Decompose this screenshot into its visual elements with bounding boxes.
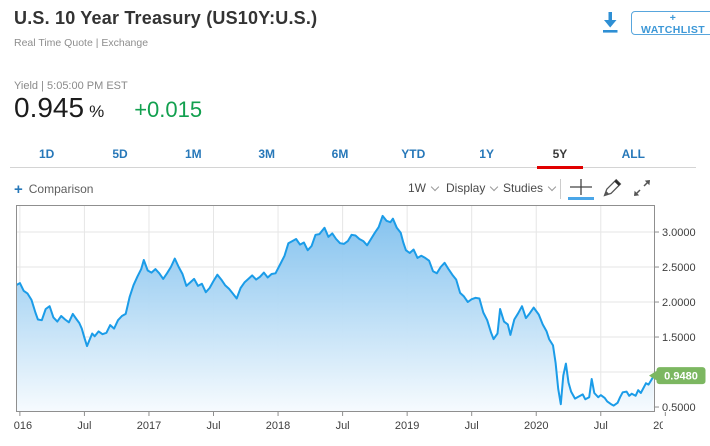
tab-3m[interactable]: 3M <box>258 147 275 161</box>
download-icon <box>603 12 618 33</box>
plus-icon: + <box>14 181 23 198</box>
tab-6m[interactable]: 6M <box>331 147 349 161</box>
price-chart[interactable]: 0.50001.00001.50002.00002.50003.00002016… <box>0 205 710 446</box>
svg-text:Jul: Jul <box>594 420 608 432</box>
tab-1m[interactable]: 1M <box>184 147 202 161</box>
svg-text:0.9480: 0.9480 <box>664 371 698 383</box>
pencil-icon <box>603 178 622 197</box>
studies-dropdown[interactable]: Studies <box>503 181 557 195</box>
tab-all[interactable]: ALL <box>621 147 645 161</box>
comparison-button[interactable]: + Comparison <box>14 181 94 198</box>
svg-text:2019: 2019 <box>395 420 419 432</box>
svg-text:2.5000: 2.5000 <box>662 262 696 274</box>
expand-icon <box>634 180 650 196</box>
svg-text:2017: 2017 <box>137 420 161 432</box>
page-title: U.S. 10 Year Treasury (US10Y:U.S.) <box>14 8 318 28</box>
crosshair-tool-button[interactable] <box>568 178 594 200</box>
svg-text:2018: 2018 <box>266 420 290 432</box>
display-dropdown[interactable]: Display <box>446 181 499 195</box>
tab-5y[interactable]: 5Y <box>523 146 596 167</box>
quote-source-label: Real Time Quote | Exchange <box>14 37 149 49</box>
draw-tool-button[interactable] <box>602 178 623 200</box>
quote-price-row: 0.945 % +0.015 <box>14 92 202 124</box>
fullscreen-button[interactable] <box>632 178 652 200</box>
last-value-badge: 0.9480 <box>649 367 706 385</box>
svg-text:2.0000: 2.0000 <box>662 297 696 309</box>
svg-text:3.0000: 3.0000 <box>662 227 696 239</box>
svg-text:2020: 2020 <box>524 420 548 432</box>
quote-meta: Yield | 5:05:00 PM EST <box>14 80 128 92</box>
export-button[interactable] <box>598 10 622 36</box>
yield-unit: % <box>89 102 105 121</box>
toolbar-divider <box>560 179 561 199</box>
svg-text:Jul: Jul <box>77 420 91 432</box>
svg-text:2021: 2021 <box>653 420 677 432</box>
tab-1y[interactable]: 1Y <box>479 147 494 161</box>
tab-5d[interactable]: 5D <box>112 147 128 161</box>
svg-text:Jul: Jul <box>206 420 220 432</box>
svg-text:Jul: Jul <box>336 420 350 432</box>
tab-1d[interactable]: 1D <box>38 147 55 161</box>
svg-text:1.5000: 1.5000 <box>662 332 696 344</box>
add-watchlist-button[interactable]: + WATCHLIST <box>631 11 710 36</box>
svg-text:2016: 2016 <box>8 420 32 432</box>
chevron-down-icon <box>490 182 499 192</box>
chevron-down-icon <box>547 182 557 192</box>
crosshair-icon <box>570 179 592 195</box>
yield-value: 0.945 <box>14 92 85 123</box>
interval-dropdown[interactable]: 1W <box>408 181 440 195</box>
svg-text:Jul: Jul <box>465 420 479 432</box>
tab-ytd[interactable]: YTD <box>401 147 426 161</box>
yield-change: +0.015 <box>134 97 203 122</box>
chevron-down-icon <box>430 182 440 192</box>
svg-text:0.5000: 0.5000 <box>662 402 696 414</box>
range-tab-bar: 1D 5D 1M 3M 6M YTD 1Y 5Y ALL <box>10 146 696 168</box>
